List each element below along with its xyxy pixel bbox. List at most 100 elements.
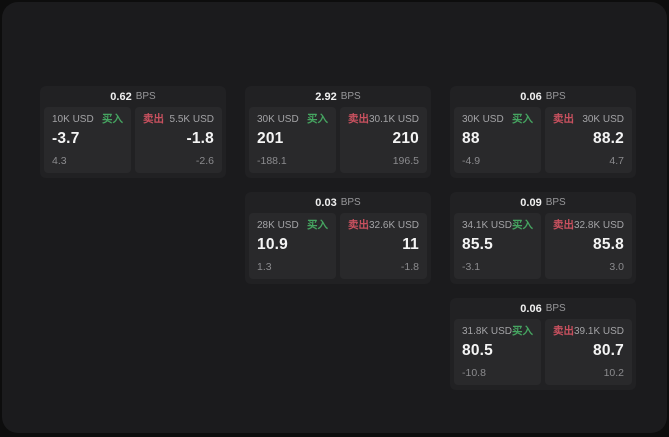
bps-unit-label: BPS [135,91,156,102]
sell-price: 85.8 [593,236,624,253]
bps-value: 0.62 [110,90,132,103]
quote-card: 0.06 BPS 31.8K USD 买入 80.5 -10.8 卖出 39.1… [450,298,636,390]
card-body: 30K USD 买入 201 -188.1 卖出 30.1K USD 210 1… [249,107,427,173]
buy-side-label: 买入 [307,113,328,125]
bps-unit-label: BPS [340,197,361,208]
sell-side-label: 卖出 [143,113,164,125]
buy-delta: 4.3 [52,155,67,167]
card-header: 0.62 BPS [44,86,222,107]
sell-side-label: 卖出 [553,113,574,125]
buy-tile-header: 31.8K USD 买入 [462,325,533,338]
sell-tile-header: 卖出 30K USD [553,113,624,126]
sell-side-label: 卖出 [553,219,574,231]
sell-tile-header: 卖出 30.1K USD [348,113,419,126]
buy-tile[interactable]: 30K USD 买入 88 -4.9 [454,107,541,173]
sell-delta: 4.7 [609,155,624,167]
sell-tile-header: 卖出 32.6K USD [348,219,419,232]
sell-tile[interactable]: 卖出 32.8K USD 85.8 3.0 [545,213,632,279]
bps-value: 0.06 [520,302,542,315]
sell-price: 11 [402,236,419,253]
sell-price: 88.2 [593,130,624,147]
buy-tile-header: 28K USD 买入 [257,219,328,232]
quote-card: 0.09 BPS 34.1K USD 买入 85.5 -3.1 卖出 32.8K… [450,192,636,284]
buy-side-label: 买入 [102,113,123,125]
buy-tile[interactable]: 28K USD 买入 10.9 1.3 [249,213,336,279]
buy-delta: -10.8 [462,367,486,379]
buy-price: 80.5 [462,342,493,359]
sell-tile[interactable]: 卖出 39.1K USD 80.7 10.2 [545,319,632,385]
card-body: 34.1K USD 买入 85.5 -3.1 卖出 32.8K USD 85.8… [454,213,632,279]
card-header: 2.92 BPS [249,86,427,107]
buy-delta: -4.9 [462,155,481,167]
buy-side-label: 买入 [512,325,534,337]
buy-side-label: 买入 [512,113,533,125]
bps-value: 0.06 [520,90,542,103]
sell-price: 80.7 [593,342,624,359]
buy-price: 85.5 [462,236,493,253]
sell-tile[interactable]: 卖出 5.5K USD -1.8 -2.6 [135,107,222,173]
buy-size-label: 10K USD [52,114,94,125]
buy-side-label: 买入 [307,219,328,231]
sell-tile-header: 卖出 5.5K USD [143,113,214,126]
sell-size-label: 32.6K USD [368,220,420,231]
quote-card-grid: 0.62 BPS 10K USD 买入 -3.7 4.3 卖出 5.5K USD [40,86,636,390]
card-header: 0.06 BPS [454,86,632,107]
buy-price: 201 [257,130,284,147]
buy-tile-header: 10K USD 买入 [52,113,123,126]
sell-tile-header: 卖出 39.1K USD [553,325,624,338]
sell-size-label: 39.1K USD [573,326,625,337]
sell-tile-header: 卖出 32.8K USD [553,219,624,232]
bps-unit-label: BPS [340,91,361,102]
buy-tile[interactable]: 31.8K USD 买入 80.5 -10.8 [454,319,541,385]
sell-size-label: 30K USD [582,114,624,125]
buy-size-label: 31.8K USD [462,326,513,337]
buy-size-label: 34.1K USD [462,220,513,231]
buy-size-label: 30K USD [462,114,504,125]
buy-price: -3.7 [52,130,80,147]
sell-delta: -1.8 [400,261,419,273]
bps-unit-label: BPS [545,91,566,102]
buy-tile-header: 34.1K USD 买入 [462,219,533,232]
card-body: 30K USD 买入 88 -4.9 卖出 30K USD 88.2 4.7 [454,107,632,173]
buy-delta: -188.1 [257,155,287,167]
card-body: 31.8K USD 买入 80.5 -10.8 卖出 39.1K USD 80.… [454,319,632,385]
sell-side-label: 卖出 [348,113,369,125]
bps-unit-label: BPS [545,303,566,314]
buy-price: 88 [462,130,480,147]
buy-size-label: 30K USD [257,114,299,125]
quote-card: 0.03 BPS 28K USD 买入 10.9 1.3 卖出 32.6K US… [245,192,431,284]
sell-size-label: 5.5K USD [169,114,214,125]
buy-tile[interactable]: 10K USD 买入 -3.7 4.3 [44,107,131,173]
quote-card: 2.92 BPS 30K USD 买入 201 -188.1 卖出 30.1K … [245,86,431,178]
buy-price: 10.9 [257,236,288,253]
buy-delta: -3.1 [462,261,481,273]
sell-price: -1.8 [186,130,214,147]
buy-tile[interactable]: 34.1K USD 买入 85.5 -3.1 [454,213,541,279]
quote-card: 0.06 BPS 30K USD 买入 88 -4.9 卖出 30K USD [450,86,636,178]
card-body: 28K USD 买入 10.9 1.3 卖出 32.6K USD 11 -1.8 [249,213,427,279]
sell-price: 210 [392,130,419,147]
sell-tile[interactable]: 卖出 30K USD 88.2 4.7 [545,107,632,173]
buy-tile[interactable]: 30K USD 买入 201 -188.1 [249,107,336,173]
buy-size-label: 28K USD [257,220,299,231]
card-header: 0.06 BPS [454,298,632,319]
card-body: 10K USD 买入 -3.7 4.3 卖出 5.5K USD -1.8 -2.… [44,107,222,173]
card-header: 0.03 BPS [249,192,427,213]
sell-delta: 3.0 [609,261,624,273]
card-header: 0.09 BPS [454,192,632,213]
buy-side-label: 买入 [512,219,534,231]
sell-size-label: 32.8K USD [573,220,625,231]
sell-delta: 196.5 [392,155,419,167]
sell-tile[interactable]: 卖出 30.1K USD 210 196.5 [340,107,427,173]
sell-delta: 10.2 [603,367,624,379]
sell-tile[interactable]: 卖出 32.6K USD 11 -1.8 [340,213,427,279]
bps-value: 0.09 [520,196,542,209]
bps-unit-label: BPS [545,197,566,208]
bps-value: 0.03 [315,196,337,209]
buy-tile-header: 30K USD 买入 [257,113,328,126]
sell-delta: -2.6 [195,155,214,167]
buy-tile-header: 30K USD 买入 [462,113,533,126]
sell-size-label: 30.1K USD [368,114,420,125]
bps-value: 2.92 [315,90,337,103]
